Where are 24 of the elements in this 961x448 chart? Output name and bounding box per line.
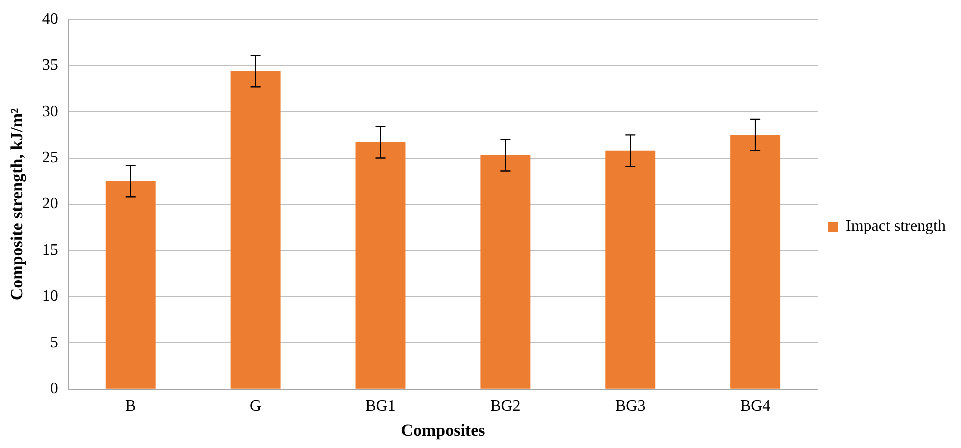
x-tick-label: B — [126, 398, 136, 416]
bar — [356, 142, 406, 389]
y-tick-label: 25 — [42, 149, 58, 166]
bar — [606, 150, 656, 389]
y-tick-label: 20 — [42, 196, 58, 213]
y-tick-label: 30 — [42, 103, 58, 120]
y-tick-label: 10 — [42, 288, 58, 306]
y-tick-label: 15 — [42, 242, 58, 259]
x-tick-label: BG2 — [490, 398, 521, 416]
bar — [730, 135, 781, 389]
x-tick-label: BG4 — [740, 398, 771, 416]
y-tick-label: 0 — [50, 380, 58, 398]
x-tick-label: G — [250, 398, 262, 416]
y-axis-title: Composite strength, kJ/m² — [8, 108, 27, 301]
bar — [106, 181, 156, 389]
bar — [480, 156, 531, 389]
x-tick-label: BG1 — [366, 398, 396, 416]
y-tick-label: 35 — [42, 57, 58, 74]
legend-label: Impact strength — [846, 218, 946, 236]
y-tick-label: 40 — [42, 10, 58, 28]
y-tick-label: 5 — [50, 334, 58, 352]
x-tick-label: BG3 — [616, 398, 646, 416]
x-axis-title: Composites — [401, 421, 486, 440]
bar — [230, 71, 281, 389]
